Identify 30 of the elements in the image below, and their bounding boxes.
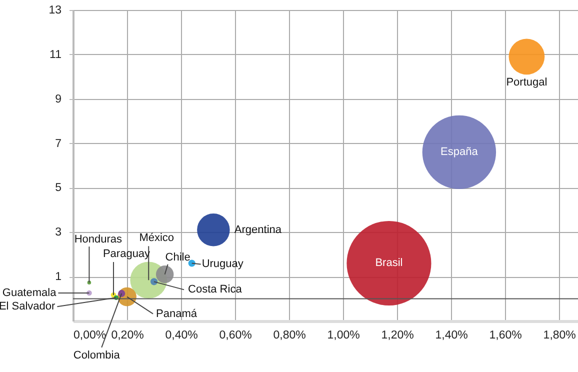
text: Guatemala [2,287,58,300]
text: Honduras [74,234,123,246]
series-label: México [139,232,174,244]
x-tick-label: 0,00% [74,330,106,342]
y-tick-label: 13 [48,4,62,16]
series-label: España [440,146,479,158]
x-tick-label: 1,00% [327,330,360,342]
text: Colombia [73,349,121,362]
x-tick-label: 0,60% [219,330,252,342]
series-label: Panamá [156,308,198,320]
y-tick-label: 7 [55,138,62,150]
text: El Salvador [0,300,56,313]
x-tick-label: 1,80% [543,330,576,342]
y-tick-label: 3 [55,226,62,239]
x-tick-label: 1,20% [381,330,414,342]
x-tick-label: 0,80% [273,330,306,342]
text: Costa Rica [188,284,243,296]
series-label: Brasil [375,257,403,270]
x-tick-label: 0,40% [165,330,198,342]
y-tick-label: 1 [55,271,62,284]
series-label: Portugal [506,76,548,89]
x-tick-label: 1,60% [489,330,522,342]
series-label: Uruguay [202,258,244,270]
y-tick-label: 11 [50,48,62,61]
series-label: Argentina [234,224,282,236]
y-tick-label: 9 [55,93,62,106]
series-label: Chile [165,251,190,264]
x-tick-label: 0,20% [111,330,144,342]
x-tick-label: 1,40% [435,330,468,342]
y-tick-label: 5 [55,182,62,194]
